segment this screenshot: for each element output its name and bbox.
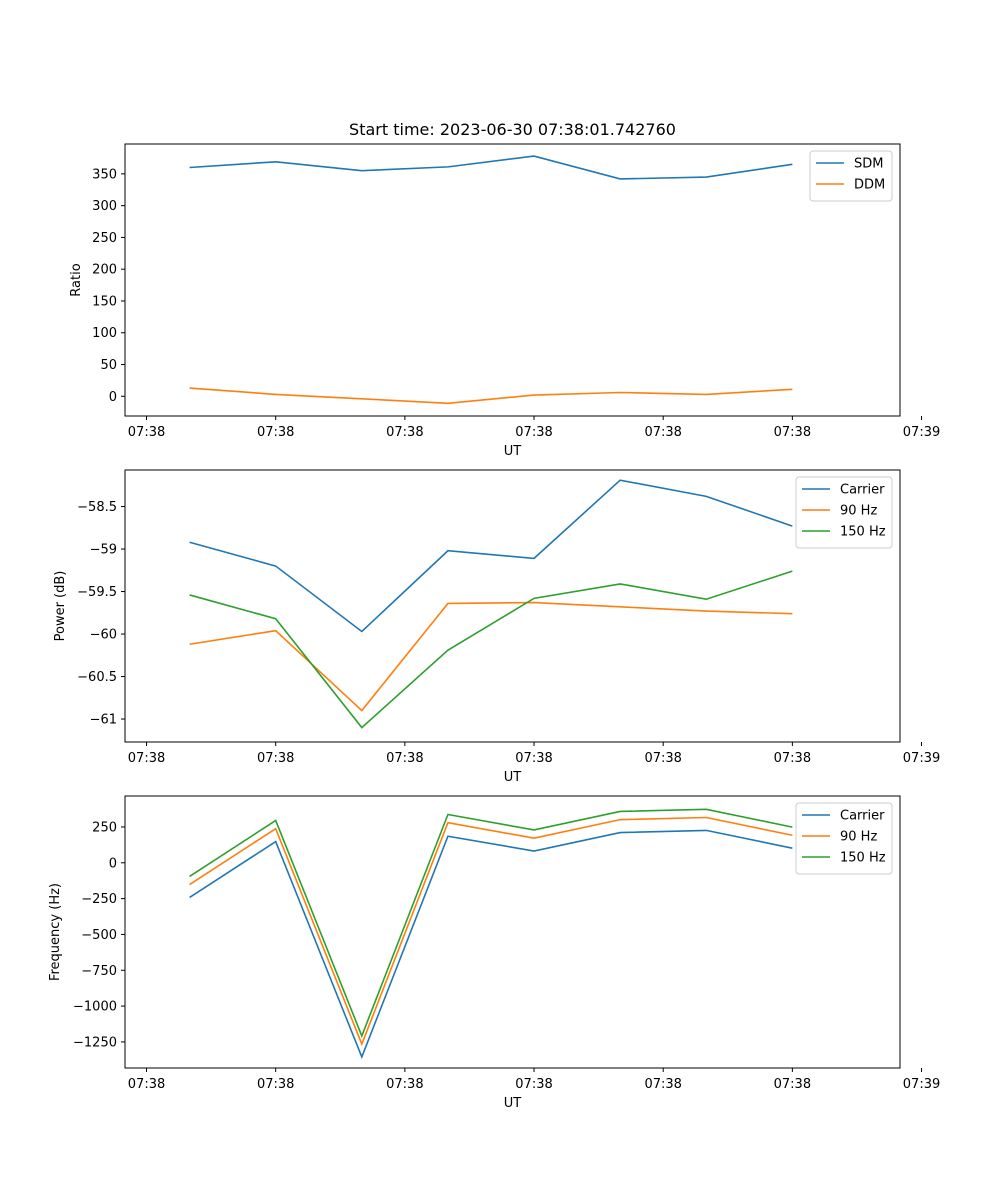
x-tick-label: 07:38 [257,425,294,440]
legend-label: SDM [854,157,883,172]
y-tick-label: 150 [92,294,117,309]
y-tick-label: 350 [92,167,117,182]
x-tick-label: 07:38 [386,751,423,766]
legend: SDM DDM [809,150,893,202]
x-tick-label: 07:38 [774,1077,811,1092]
y-tick-label: 200 [92,263,117,278]
y-tick-label: 0 [109,390,117,405]
y-tick-label: −59 [90,543,117,558]
x-tick-label: 07:39 [903,425,940,440]
series-line-carrier [189,479,793,633]
legend-label: Carrier [840,809,885,824]
y-tick-label: −750 [81,964,117,979]
x-tick-label: 07:38 [128,425,165,440]
y-tick-label: 100 [92,326,117,341]
series-line-150-hz [189,808,793,1039]
y-tick-label: −59.5 [77,585,117,600]
series-line-90-hz [189,601,793,712]
plot-frame [124,143,901,417]
x-tick-label: 07:38 [515,1077,552,1092]
chart-panel-2: 07:38 07:38 07:38 07:38 07:38 07:38 07:39 −61 −6… [53,469,940,785]
chart-panel-1: Start time: 2023-06-30 07:38:01.742760 07… [69,120,940,459]
y-tick-label: −60 [90,628,117,643]
x-tick-label: 07:39 [903,1077,940,1092]
y-tick-label: 0 [109,856,117,871]
x-tick-label: 07:38 [774,751,811,766]
x-tick-label: 07:38 [515,751,552,766]
x-axis-label: UT [504,770,522,785]
x-tick-label: 07:38 [257,1077,294,1092]
x-tick-label: 07:38 [386,425,423,440]
plot-frame [124,469,901,743]
series-line-sdm [189,155,793,180]
x-tick-label: 07:38 [515,425,552,440]
legend: Carrier 90 Hz 150 Hz [795,476,893,549]
x-tick-label: 07:38 [774,425,811,440]
x-tick-label: 07:38 [644,425,681,440]
x-tick-label: 07:38 [644,1077,681,1092]
y-axis-label: Ratio [69,263,84,296]
series-line-150-hz [189,570,793,729]
y-axis-label: Frequency (Hz) [48,883,63,981]
plot-frame [124,795,901,1069]
y-tick-label: −60.5 [77,670,117,685]
x-tick-label: 07:38 [128,751,165,766]
x-tick-label: 07:38 [128,1077,165,1092]
series-line-carrier [189,829,793,1060]
y-tick-label: 250 [92,820,117,835]
legend-label: 150 Hz [840,525,886,540]
chart-title: Start time: 2023-06-30 07:38:01.742760 [349,120,676,139]
y-axis-label: Power (dB) [53,571,68,642]
chart-panel-3: 07:38 07:38 07:38 07:38 07:38 07:38 07:39 −1250… [48,795,940,1111]
x-axis-label: UT [504,1096,522,1111]
legend-label: Carrier [840,483,885,498]
x-axis-label: UT [504,444,522,459]
y-tick-label: 250 [92,231,117,246]
legend-label: DDM [854,178,885,193]
y-tick-label: −1250 [73,1035,117,1050]
x-tick-label: 07:38 [644,751,681,766]
legend-label: 90 Hz [840,830,877,845]
x-tick-label: 07:38 [257,751,294,766]
legend-label: 90 Hz [840,504,877,519]
x-tick-label: 07:38 [386,1077,423,1092]
y-tick-label: 50 [100,358,117,373]
y-tick-label: −61 [90,713,117,728]
y-tick-label: −500 [81,928,117,943]
legend: Carrier 90 Hz 150 Hz [795,802,893,875]
series-line-90-hz [189,816,793,1047]
y-tick-label: 300 [92,199,117,214]
series-line-ddm [189,387,793,405]
x-tick-label: 07:39 [903,751,940,766]
y-tick-label: −250 [81,892,117,907]
y-tick-label: −1000 [73,1000,117,1015]
y-tick-label: −58.5 [77,500,117,515]
legend-label: 150 Hz [840,851,886,866]
